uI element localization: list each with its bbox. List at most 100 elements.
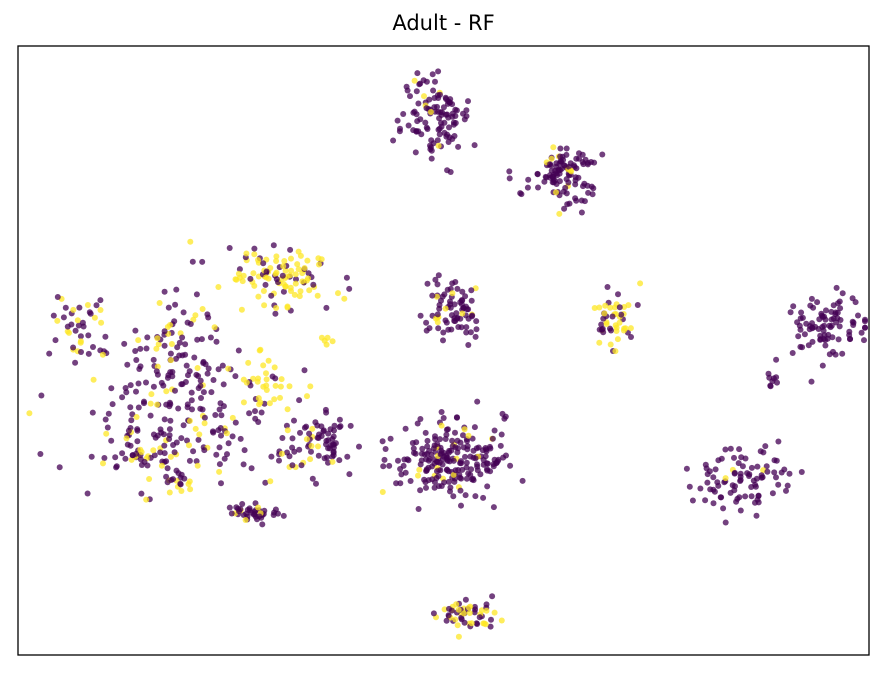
scatter-point xyxy=(564,201,571,208)
scatter-point xyxy=(445,139,452,145)
scatter-point xyxy=(245,359,252,366)
scatter-point xyxy=(158,462,165,469)
scatter-point xyxy=(284,427,291,434)
scatter-point xyxy=(836,323,843,330)
scatter-point xyxy=(163,473,170,480)
scatter-point xyxy=(394,117,401,124)
scatter-point xyxy=(489,593,496,600)
scatter-point xyxy=(440,415,447,421)
scatter-point xyxy=(499,410,506,417)
scatter-point xyxy=(423,78,430,85)
scatter-point xyxy=(436,115,443,122)
scatter-point xyxy=(764,468,771,475)
scatter-point xyxy=(455,324,462,330)
scatter-point xyxy=(178,381,185,388)
scatter-point xyxy=(296,446,303,453)
scatter-point xyxy=(450,119,457,126)
scatter-point xyxy=(335,290,341,297)
scatter-point xyxy=(815,326,822,332)
scatter-point xyxy=(161,288,168,295)
scatter-point xyxy=(255,257,261,263)
scatter-point xyxy=(634,302,641,308)
scatter-point xyxy=(98,319,105,326)
scatter-point xyxy=(407,93,413,100)
scatter-point xyxy=(460,610,467,617)
scatter-point xyxy=(199,406,206,413)
scatter-point xyxy=(252,500,259,507)
scatter-point xyxy=(305,270,312,277)
scatter-point xyxy=(468,620,475,627)
scatter-point xyxy=(847,335,854,342)
scatter-point xyxy=(194,336,201,343)
scatter-point xyxy=(237,435,244,442)
scatter-point xyxy=(336,416,343,423)
scatter-point xyxy=(90,376,97,383)
scatter-point xyxy=(787,309,794,316)
scatter-point xyxy=(254,378,261,385)
scatter-point xyxy=(465,604,472,611)
scatter-point xyxy=(295,248,302,255)
scatter-point xyxy=(438,409,445,415)
scatter-point xyxy=(757,448,764,455)
scatter-point xyxy=(239,501,246,507)
scatter-point xyxy=(722,446,729,453)
scatter-point xyxy=(438,450,445,457)
scatter-point xyxy=(833,284,840,291)
scatter-point xyxy=(204,311,211,318)
scatter-point xyxy=(601,310,608,317)
scatter-point xyxy=(453,601,460,608)
scatter-point xyxy=(771,469,778,476)
scatter-point xyxy=(164,465,171,472)
scatter-point xyxy=(50,312,57,319)
scatter-point xyxy=(143,379,149,386)
scatter-point xyxy=(226,245,233,251)
scatter-point xyxy=(810,304,817,311)
scatter-point xyxy=(56,464,63,471)
scatter-point xyxy=(221,455,228,462)
scatter-point xyxy=(211,324,218,331)
scatter-point xyxy=(752,481,759,488)
scatter-point xyxy=(291,417,297,424)
scatter-point xyxy=(52,337,59,344)
scatter-point xyxy=(409,440,416,446)
scatter-point xyxy=(26,410,33,417)
scatter-point xyxy=(443,133,450,140)
scatter-point xyxy=(141,398,147,405)
scatter-point xyxy=(216,406,223,413)
scatter-point xyxy=(413,111,420,118)
scatter-point xyxy=(450,457,457,464)
scatter-point xyxy=(422,119,429,126)
scatter-point xyxy=(438,297,444,304)
scatter-point xyxy=(467,329,474,336)
scatter-point xyxy=(195,373,202,379)
scatter-point xyxy=(289,435,296,442)
scatter-point xyxy=(154,371,161,378)
scatter-point xyxy=(732,483,738,490)
scatter-point xyxy=(783,487,789,494)
scatter-point xyxy=(240,461,247,468)
scatter-point xyxy=(279,272,286,279)
scatter-point xyxy=(170,476,176,483)
scatter-point xyxy=(301,424,308,431)
scatter-point xyxy=(722,519,729,526)
scatter-point xyxy=(755,493,762,499)
scatter-point xyxy=(483,607,490,614)
scatter-point xyxy=(150,447,157,454)
scatter-point xyxy=(454,414,460,421)
scatter-point xyxy=(172,387,178,394)
scatter-point xyxy=(423,484,429,491)
scatter-point xyxy=(457,474,463,481)
scatter-point xyxy=(855,312,861,319)
scatter-point xyxy=(217,400,224,407)
scatter-point xyxy=(260,260,267,267)
scatter-point xyxy=(430,87,437,94)
scatter-point xyxy=(143,345,150,352)
scatter-point xyxy=(226,504,233,511)
scatter-point xyxy=(262,479,269,486)
scatter-point xyxy=(465,342,472,348)
scatter-point xyxy=(498,617,505,624)
scatter-point xyxy=(447,484,454,491)
scatter-point xyxy=(432,276,439,283)
scatter-point xyxy=(324,334,331,341)
scatter-point xyxy=(410,445,417,452)
